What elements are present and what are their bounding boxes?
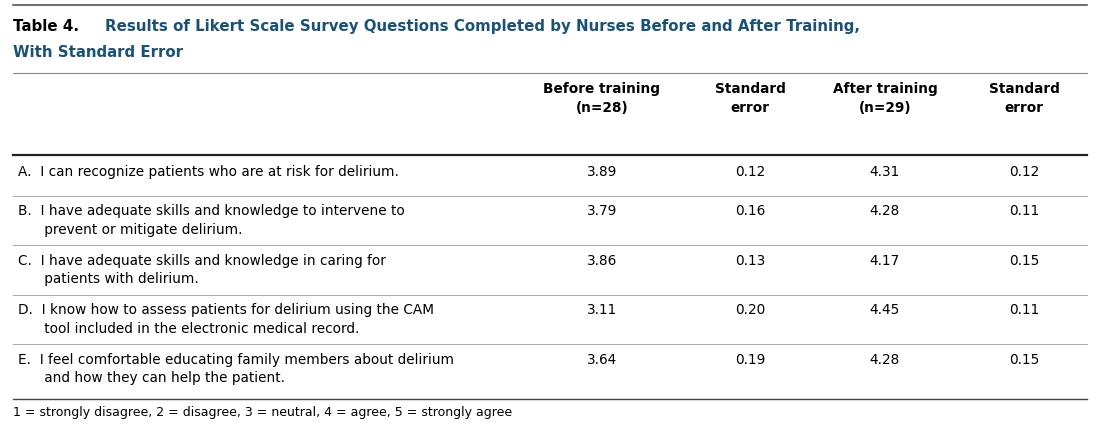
Text: Standard
error: Standard error: [989, 82, 1059, 114]
Text: Before training
(n=28): Before training (n=28): [543, 82, 660, 114]
Text: 0.12: 0.12: [1009, 164, 1040, 178]
Text: 0.19: 0.19: [735, 352, 766, 366]
Text: 0.13: 0.13: [735, 253, 766, 267]
Text: 4.28: 4.28: [870, 204, 900, 218]
Text: 0.15: 0.15: [1009, 253, 1040, 267]
Text: After training
(n=29): After training (n=29): [833, 82, 937, 114]
Text: 3.86: 3.86: [586, 253, 617, 267]
Text: Table 4.: Table 4.: [13, 19, 85, 34]
Text: 3.64: 3.64: [586, 352, 617, 366]
Text: Results of Likert Scale Survey Questions Completed by Nurses Before and After Tr: Results of Likert Scale Survey Questions…: [106, 19, 860, 34]
Text: 3.89: 3.89: [586, 164, 617, 178]
Text: 4.28: 4.28: [870, 352, 900, 366]
Text: 0.11: 0.11: [1009, 204, 1040, 218]
Text: 4.31: 4.31: [870, 164, 900, 178]
Text: Standard
error: Standard error: [715, 82, 785, 114]
Text: 0.16: 0.16: [735, 204, 766, 218]
Text: 3.11: 3.11: [586, 303, 617, 316]
Text: C.  I have adequate skills and knowledge in caring for
      patients with delir: C. I have adequate skills and knowledge …: [18, 253, 385, 286]
Text: 0.20: 0.20: [735, 303, 766, 316]
Text: B.  I have adequate skills and knowledge to intervene to
      prevent or mitiga: B. I have adequate skills and knowledge …: [18, 204, 405, 236]
Text: 0.12: 0.12: [735, 164, 766, 178]
Text: With Standard Error: With Standard Error: [13, 45, 184, 60]
Text: 4.45: 4.45: [870, 303, 900, 316]
Text: 0.11: 0.11: [1009, 303, 1040, 316]
Text: D.  I know how to assess patients for delirium using the CAM
      tool included: D. I know how to assess patients for del…: [18, 303, 433, 335]
Text: 1 = strongly disagree, 2 = disagree, 3 = neutral, 4 = agree, 5 = strongly agree: 1 = strongly disagree, 2 = disagree, 3 =…: [13, 405, 513, 418]
Text: A.  I can recognize patients who are at risk for delirium.: A. I can recognize patients who are at r…: [18, 164, 398, 178]
Text: 3.79: 3.79: [586, 204, 617, 218]
Text: 0.15: 0.15: [1009, 352, 1040, 366]
Text: 4.17: 4.17: [870, 253, 900, 267]
Text: E.  I feel comfortable educating family members about delirium
      and how the: E. I feel comfortable educating family m…: [18, 352, 453, 384]
